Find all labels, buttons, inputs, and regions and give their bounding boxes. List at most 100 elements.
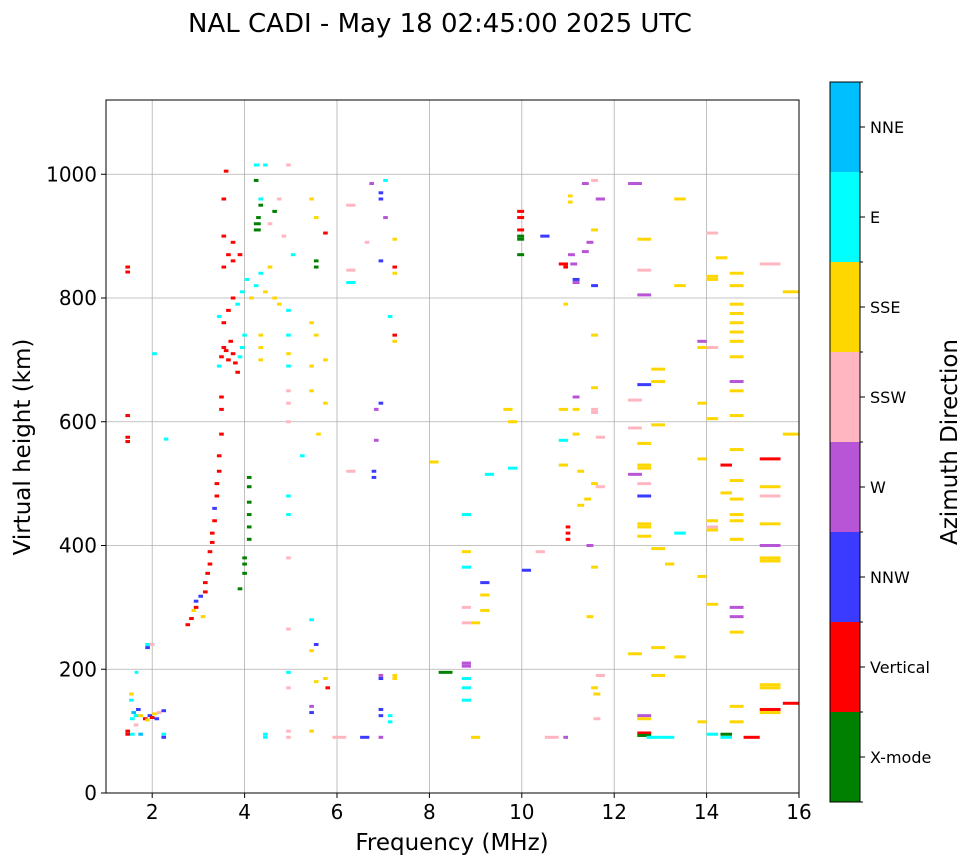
echo-mark-e <box>244 277 250 281</box>
echo-mark-sse <box>591 482 599 486</box>
echo-mark-w <box>383 216 388 220</box>
echo-mark-ssw <box>281 234 287 238</box>
echo-mark-ssw <box>286 420 291 424</box>
echo-mark-sse <box>480 593 490 597</box>
echo-mark-sse <box>729 339 744 343</box>
echo-mark-sse <box>286 352 291 356</box>
echo-mark-sse <box>563 302 568 306</box>
echo-mark-e <box>507 466 518 470</box>
echo-mark-w <box>581 182 589 186</box>
x-tick-label: 2 <box>146 800 159 824</box>
colorbar-tick-label: NNE <box>870 118 904 137</box>
echo-mark-vertical <box>214 482 220 486</box>
echo-mark-sse <box>591 228 599 232</box>
echo-mark-w <box>378 673 384 677</box>
echo-mark-w <box>373 438 379 442</box>
echo-mark-x-mode <box>246 537 252 541</box>
echo-mark-vertical <box>392 265 398 269</box>
x-axis-label: Frequency (MHz) <box>355 830 548 856</box>
echo-mark-vertical <box>230 352 236 356</box>
echo-mark-vertical <box>325 686 331 690</box>
echo-mark-vertical <box>221 234 227 238</box>
x-tick-label: 14 <box>694 800 719 824</box>
colorbar-swatch-w <box>830 442 860 532</box>
x-tick-label: 4 <box>238 800 251 824</box>
echo-mark-vertical <box>209 531 215 535</box>
echo-mark-sse <box>392 673 398 677</box>
echo-mark-ssw <box>286 686 291 690</box>
echo-mark-w <box>759 544 781 547</box>
echo-mark-vertical <box>565 531 571 535</box>
echo-mark-vertical <box>223 169 229 173</box>
colorbar-swatch-e <box>830 172 860 262</box>
echo-mark-vertical <box>219 407 224 411</box>
echo-mark-nnw <box>540 234 550 238</box>
echo-mark-sse <box>586 615 594 619</box>
echo-mark-sse <box>637 525 652 529</box>
echo-mark-ssw <box>461 605 471 609</box>
echo-mark-e <box>239 290 245 294</box>
echo-mark-nnw <box>591 284 599 288</box>
echo-mark-vertical <box>759 457 781 461</box>
colorbar-swatch-vertical <box>830 622 860 712</box>
colorbar-swatch-nnw <box>830 532 860 622</box>
echo-mark-nnw <box>193 599 199 603</box>
echo-mark-sse <box>729 537 744 541</box>
echo-mark-sse <box>584 497 592 501</box>
echo-mark-sse <box>200 615 206 619</box>
echo-mark-sse <box>461 550 471 554</box>
echo-mark-w <box>729 615 744 619</box>
echo-mark-w <box>572 395 580 399</box>
echo-mark-x-mode <box>246 475 252 479</box>
echo-mark-sse <box>572 432 580 436</box>
echo-mark-sse <box>651 673 666 677</box>
echo-mark-vertical <box>203 590 208 594</box>
echo-mark-sse <box>665 562 675 566</box>
echo-mark-ssw <box>637 268 652 272</box>
colorbar-swatch-sse <box>830 262 860 352</box>
echo-mark-w <box>378 735 384 739</box>
echo-mark-w <box>637 714 652 718</box>
colorbar-label: Azimuth Direction <box>937 339 963 545</box>
echo-mark-sse <box>759 683 781 687</box>
echo-mark-e <box>263 163 268 167</box>
echo-mark-nnw <box>572 277 580 281</box>
echo-mark-e <box>706 732 719 736</box>
echo-mark-vertical <box>221 197 227 201</box>
echo-mark-vertical <box>125 732 131 736</box>
echo-mark-x-mode <box>258 203 264 207</box>
colorbar-tick-label: X-mode <box>870 748 931 767</box>
echo-mark-sse <box>267 265 273 269</box>
echo-mark-sse <box>572 407 580 411</box>
y-axis-ticks: 0 200 400 600 800 1000 <box>46 162 106 805</box>
echo-mark-x-mode <box>242 556 247 560</box>
echo-mark-sse <box>759 686 781 690</box>
echo-mark-vertical <box>193 605 199 609</box>
echo-mark-vertical <box>323 231 328 235</box>
echo-mark-vertical <box>392 333 398 337</box>
echo-mark-e <box>387 720 393 724</box>
echo-mark-ssw <box>593 717 601 721</box>
echo-mark-nnw <box>309 711 314 715</box>
echo-mark-ssw <box>591 410 599 414</box>
echo-mark-e <box>646 735 661 739</box>
x-tick-label: 10 <box>509 800 534 824</box>
echo-mark-sse <box>323 677 328 681</box>
echo-mark-sse <box>276 302 282 306</box>
colorbar-tick-label: NNW <box>870 568 910 587</box>
echo-mark-sse <box>323 358 328 362</box>
echo-mark-sse <box>729 519 744 523</box>
echo-mark-nnw <box>637 383 652 387</box>
echo-mark-sse <box>507 420 518 424</box>
echo-mark-ssw <box>286 735 291 739</box>
echo-mark-sse <box>628 652 642 656</box>
echo-mark-vertical <box>125 729 131 733</box>
echo-mark-sse <box>759 522 781 526</box>
echo-mark-sse <box>759 556 781 560</box>
colorbar-tick-label: E <box>870 208 880 227</box>
echo-mark-sse <box>729 389 744 393</box>
echo-mark-vertical <box>185 623 191 627</box>
echo-mark-sse <box>637 441 652 445</box>
echo-mark-nnw <box>480 581 490 585</box>
echo-mark-ssw <box>591 178 599 182</box>
